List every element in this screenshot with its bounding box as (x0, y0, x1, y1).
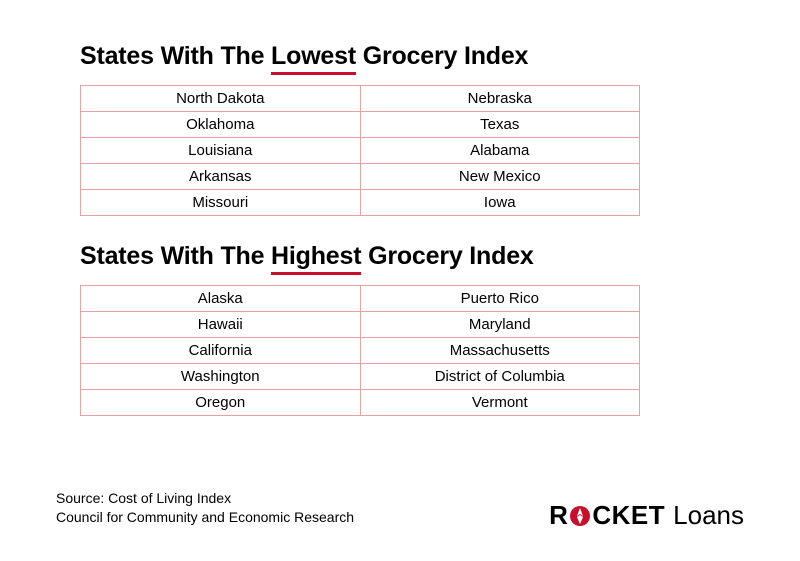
table-cell: Oregon (81, 390, 361, 416)
heading-pre: States With The (80, 42, 271, 70)
heading-underlined-word: Highest (271, 242, 361, 271)
logo-product: Loans (673, 500, 744, 531)
table-row: North DakotaNebraska (81, 86, 640, 112)
highest-table: AlaskaPuerto Rico HawaiiMaryland Califor… (80, 285, 640, 416)
table-row: MissouriIowa (81, 190, 640, 216)
source-citation: Source: Cost of Living Index Council for… (56, 489, 354, 527)
table-row: LouisianaAlabama (81, 138, 640, 164)
heading-underlined-word: Lowest (271, 42, 356, 71)
source-line-2: Council for Community and Economic Resea… (56, 508, 354, 527)
table-cell: Puerto Rico (360, 286, 640, 312)
rocket-loans-logo: R CKET Loans (549, 500, 744, 531)
heading-pre: States With The (80, 242, 271, 270)
logo-brand: R CKET (549, 500, 665, 531)
table-cell: Alaska (81, 286, 361, 312)
table-cell: Iowa (360, 190, 640, 216)
table-cell: Washington (81, 364, 361, 390)
table-cell: North Dakota (81, 86, 361, 112)
lowest-table: North DakotaNebraska OklahomaTexas Louis… (80, 85, 640, 216)
table-cell: Massachusetts (360, 338, 640, 364)
table-cell: Arkansas (81, 164, 361, 190)
heading-post: Grocery Index (361, 242, 533, 270)
table-row: WashingtonDistrict of Columbia (81, 364, 640, 390)
highest-heading: States With The Highest Grocery Index (80, 242, 720, 271)
table-cell: Louisiana (81, 138, 361, 164)
table-cell: Alabama (360, 138, 640, 164)
highest-table-body: AlaskaPuerto Rico HawaiiMaryland Califor… (81, 286, 640, 416)
lowest-table-body: North DakotaNebraska OklahomaTexas Louis… (81, 86, 640, 216)
table-cell: Hawaii (81, 312, 361, 338)
table-cell: Missouri (81, 190, 361, 216)
lowest-section: States With The Lowest Grocery Index Nor… (80, 42, 720, 216)
table-row: AlaskaPuerto Rico (81, 286, 640, 312)
table-row: OregonVermont (81, 390, 640, 416)
table-cell: Maryland (360, 312, 640, 338)
highest-section: States With The Highest Grocery Index Al… (80, 242, 720, 416)
table-cell: New Mexico (360, 164, 640, 190)
table-cell: District of Columbia (360, 364, 640, 390)
table-cell: Nebraska (360, 86, 640, 112)
heading-post: Grocery Index (356, 42, 528, 70)
table-cell: California (81, 338, 361, 364)
table-row: CaliforniaMassachusetts (81, 338, 640, 364)
rocket-o-icon (568, 504, 592, 528)
source-line-1: Source: Cost of Living Index (56, 489, 354, 508)
table-cell: Texas (360, 112, 640, 138)
logo-letter-r: R (549, 500, 568, 531)
table-row: ArkansasNew Mexico (81, 164, 640, 190)
table-cell: Vermont (360, 390, 640, 416)
table-cell: Oklahoma (81, 112, 361, 138)
logo-brand-rest: CKET (592, 500, 665, 531)
lowest-heading: States With The Lowest Grocery Index (80, 42, 720, 71)
table-row: HawaiiMaryland (81, 312, 640, 338)
table-row: OklahomaTexas (81, 112, 640, 138)
